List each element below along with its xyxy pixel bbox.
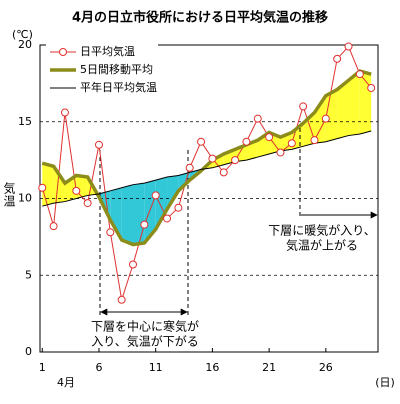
legend-label: 日平均気温 [80,44,135,58]
point [174,203,183,212]
fill-area [348,71,360,136]
point [242,137,251,146]
point [129,260,138,269]
series-line [42,130,372,207]
x-tick-label: 16 [205,361,219,374]
fill-area [167,175,179,210]
annotation: 入り、気温が下がる [91,334,199,349]
point [355,70,364,79]
point [253,114,262,123]
point [299,102,308,111]
chart-title: 4月の日立市役所における日平均気温の推移 [72,10,328,26]
x-tick-label: 11 [149,361,163,374]
point [83,199,92,208]
point [72,186,81,195]
x-tick-label: 6 [95,361,102,374]
point [151,191,160,200]
x-tick-label: 21 [262,361,276,374]
annotation: 下層を中心に寒気が [91,319,199,334]
x-tick-label: 1 [39,361,46,374]
point [287,139,296,148]
x-sublabel: 4月 [57,376,75,389]
x-tick-label: 26 [319,361,333,374]
y-tick-label: 10 [18,192,32,205]
y-label: 気温 [2,182,16,208]
point [321,114,330,123]
fill-area [76,175,88,199]
point [310,136,319,145]
legend-label: 平年日平均気温 [80,80,157,94]
point [94,140,103,149]
point [333,54,342,63]
x-label: (日) [375,376,395,389]
y-tick-label: 5 [25,268,32,281]
y-unit: (℃) [12,28,33,41]
fill-area [314,95,326,144]
point [60,108,69,117]
legend-label: 5日間移動平均 [80,62,153,76]
fill-area [133,183,145,245]
point [185,163,194,172]
point [197,137,206,146]
series-line [41,69,372,247]
fill-area [42,163,54,207]
point [344,42,353,51]
point [276,148,285,157]
point [163,214,172,223]
point [208,154,217,163]
plot-frame [39,44,379,353]
fill-area [155,177,168,230]
point [49,222,58,231]
point [367,83,376,92]
y-tick-label: 20 [18,38,32,51]
fill-area [337,80,349,139]
annotation: 気温が上がる [286,238,358,253]
point [219,168,228,177]
point [38,183,47,192]
legend-marker [59,48,67,56]
series-line [41,45,372,300]
fill-area [121,184,134,245]
point [106,228,115,237]
point [117,295,126,304]
point [265,133,274,142]
point [231,156,240,165]
point [140,220,149,229]
annotation: 下層に暖気が入り、 [268,223,376,238]
y-tick-label: 15 [18,115,32,128]
fill-area [110,187,122,240]
y-tick-label: 0 [25,345,32,358]
